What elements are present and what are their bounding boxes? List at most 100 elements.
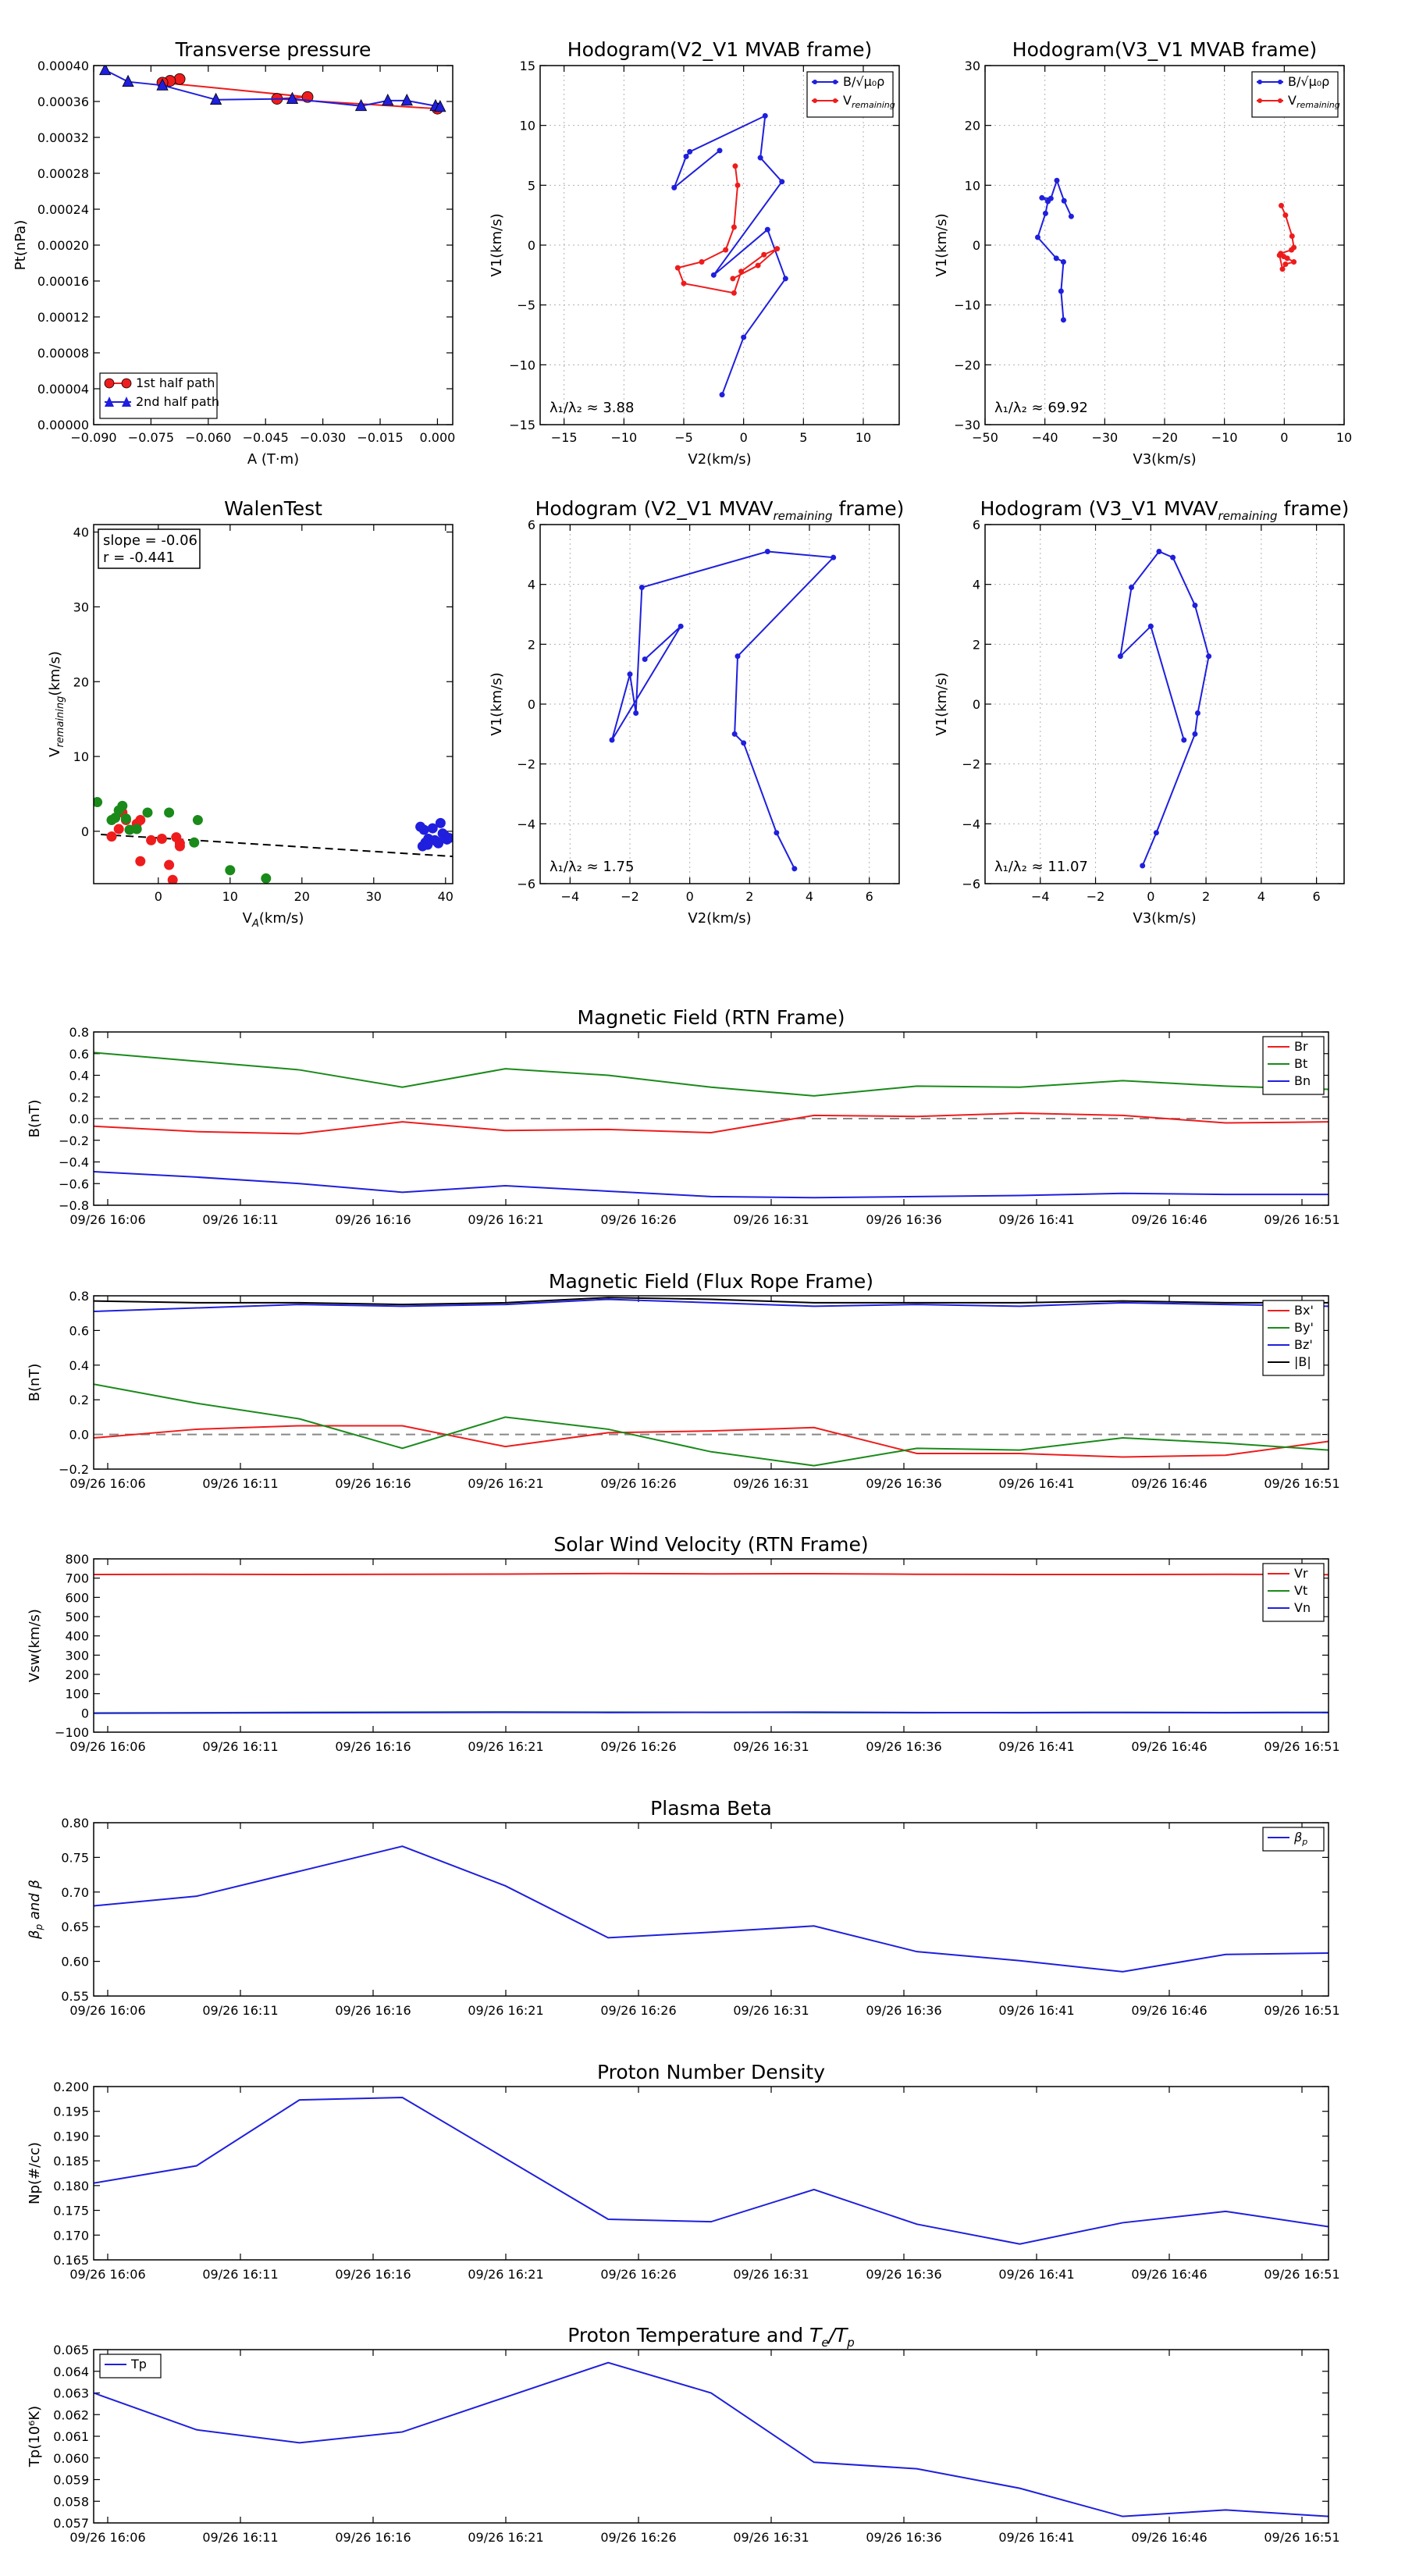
b-point <box>1042 210 1048 216</box>
v-point <box>1276 252 1282 258</box>
axes-frame <box>984 524 1345 884</box>
chart-title: Proton Number Density <box>597 2061 825 2083</box>
x-axis-label: VA(km/s) <box>243 910 304 930</box>
b-point <box>757 155 763 161</box>
legend-label: βp <box>1293 1830 1307 1847</box>
time-tick-label: 09/26 16:46 <box>1131 2267 1207 2282</box>
time-tick-label: 09/26 16:16 <box>335 1212 411 1227</box>
x-axis-label: V2(km/s) <box>688 910 751 927</box>
plot-area <box>94 2096 1329 2245</box>
v-point <box>774 246 781 252</box>
legend-label: B/√μ₀ρ <box>1288 74 1329 89</box>
time-tick-label: 09/26 16:21 <box>468 1739 543 1754</box>
series-0-point <box>741 740 747 746</box>
series-0-point <box>106 831 117 842</box>
series-0-point <box>791 866 798 872</box>
2nd-half-path-point <box>382 93 394 106</box>
x-tick-label: 10 <box>222 889 238 904</box>
eigenvalue-ratio: λ₁/λ₂ ≈ 11.07 <box>994 859 1088 875</box>
v-point <box>732 163 738 169</box>
time-tick-label: 09/26 16:36 <box>866 2267 941 2282</box>
axes-frame <box>93 1295 1329 1470</box>
chart-title: Hodogram(V3_V1 MVAB frame) <box>1012 38 1317 61</box>
b-point <box>687 148 693 155</box>
legend-label: Bn <box>1294 1073 1311 1088</box>
legend-label: Tp <box>130 2357 147 2371</box>
y-tick-label: 4 <box>528 578 535 592</box>
1st-half-path-point <box>173 73 186 85</box>
x-axis-label: V2(km/s) <box>688 451 751 468</box>
plot-area <box>94 797 453 884</box>
y-tick-label: −10 <box>954 298 980 313</box>
time-tick-label: 09/26 16:16 <box>335 2003 411 2018</box>
x-tick-label: 5 <box>799 430 807 445</box>
axes-frame <box>539 65 900 425</box>
time-tick-label: 09/26 16:51 <box>1264 2530 1339 2545</box>
time-tick-label: 09/26 16:26 <box>600 1476 676 1491</box>
text-part: T <box>809 2324 823 2347</box>
y-axis-label: V1(km/s) <box>489 672 505 735</box>
time-tick-label: 09/26 16:46 <box>1131 2003 1207 2018</box>
y-tick-label: 5 <box>528 178 535 193</box>
chart-title: Proton Temperature and Te/Tp <box>567 2324 855 2350</box>
x-tick-label: 10 <box>855 430 871 445</box>
y-tick-label: 0 <box>528 238 535 253</box>
y-tick-label: 0 <box>81 1706 89 1720</box>
y-tick-label: 0.062 <box>53 2407 89 2422</box>
text-part: Bt <box>1294 1056 1307 1071</box>
series-0-point <box>1117 653 1123 660</box>
series-1-point <box>117 800 128 811</box>
series-1-point <box>225 865 236 876</box>
time-tick-label: 09/26 16:51 <box>1264 1739 1339 1754</box>
plot-area <box>94 1845 1329 1973</box>
time-tick-label: 09/26 16:21 <box>468 2003 543 2018</box>
chart-title: Hodogram(V2_V1 MVAB frame) <box>567 38 872 61</box>
fit-annotation: slope = -0.06 <box>103 532 197 549</box>
2nd-half-path-point <box>400 93 413 106</box>
y-tick-label: −2 <box>517 757 535 772</box>
series-0-point <box>678 623 684 629</box>
time-tick-label: 09/26 16:36 <box>866 1739 941 1754</box>
y-tick-label: −4 <box>962 817 980 831</box>
series-tp-line <box>94 2361 1329 2517</box>
text-part: Vr <box>1294 1566 1308 1581</box>
y-tick-label: −10 <box>509 358 535 372</box>
time-tick-label: 09/26 16:36 <box>866 1476 941 1491</box>
y-tick-label: 0.8 <box>69 1025 89 1040</box>
y-tick-label: 6 <box>528 518 535 532</box>
x-tick-label: 4 <box>1257 889 1265 904</box>
plasma-beta-panel: Plasma Beta 09/26 16:06 09/26 16:11 09/26 1… <box>27 1797 1340 2018</box>
series-2-point <box>422 839 433 850</box>
text-part: /T <box>827 2324 848 2347</box>
x-tick-label: −30 <box>1091 430 1118 445</box>
time-tick-label: 09/26 16:46 <box>1131 2530 1207 2545</box>
series--p-line <box>94 1845 1329 1973</box>
time-tick-label: 09/26 16:46 <box>1131 1739 1207 1754</box>
time-tick-label: 09/26 16:41 <box>998 2267 1074 2282</box>
time-tick-label: 09/26 16:16 <box>335 1739 411 1754</box>
y-axis-label: Np(#/cc) <box>27 2142 43 2204</box>
chart-title: WalenTest <box>224 497 322 520</box>
x-tick-label: −40 <box>1032 430 1058 445</box>
chart-title: Solar Wind Velocity (RTN Frame) <box>553 1533 868 1556</box>
x-tick-label: 6 <box>1313 889 1321 904</box>
b-line <box>672 114 787 396</box>
text-part: By' <box>1294 1320 1314 1335</box>
time-tick-label: 09/26 16:21 <box>468 1212 543 1227</box>
x-tick-label: 30 <box>366 889 382 904</box>
y-tick-label: −6 <box>962 877 980 891</box>
legend-label: Bx' <box>1294 1303 1314 1318</box>
plot-area <box>99 66 446 115</box>
series-0-point <box>146 834 157 845</box>
y-tick-label: −30 <box>954 418 980 432</box>
text-part: V <box>1288 93 1297 108</box>
b-point <box>1060 317 1066 323</box>
2nd-half-path-point <box>99 66 112 76</box>
x-tick-label: 4 <box>806 889 813 904</box>
series-1-point <box>131 824 142 834</box>
v-point <box>674 265 681 271</box>
legend-label: |B| <box>1294 1354 1311 1369</box>
legend-box <box>1262 1563 1325 1622</box>
y-tick-label: −0.2 <box>59 1462 89 1477</box>
time-tick-label: 09/26 16:51 <box>1264 2267 1339 2282</box>
